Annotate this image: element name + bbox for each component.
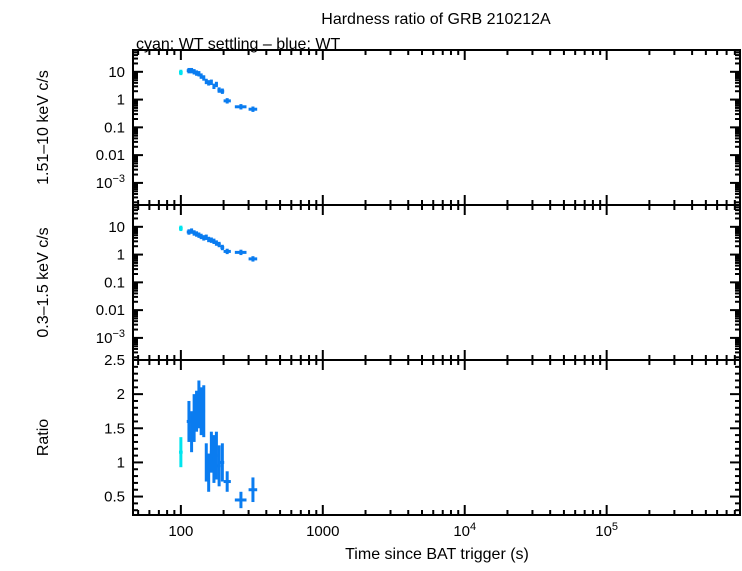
y-tick-label: 0.1 [104, 274, 125, 291]
panel-frame-2 [132, 359, 741, 516]
y-tick-label: 10 [108, 219, 125, 236]
y-tick-label: 1 [117, 92, 125, 109]
panel-frame-0 [132, 49, 741, 206]
y-tick-label: 0.01 [96, 147, 125, 164]
x-axis-label: Time since BAT trigger (s) [345, 546, 529, 563]
y-axis-label-1: 0.3–1.5 keV c/s [35, 227, 52, 337]
y-tick-label: 10−3 [96, 173, 125, 192]
y-tick-label: 2 [117, 386, 125, 403]
y-tick-label: 0.1 [104, 119, 125, 136]
chart-subtitle: cyan: WT settling – blue: WT [136, 36, 340, 53]
panel-frame-1 [132, 204, 741, 361]
y-tick-label: 0.5 [104, 489, 125, 506]
y-tick-label: 0.01 [96, 302, 125, 319]
x-tick-label: 105 [595, 521, 618, 540]
y-tick-label: 1 [117, 454, 125, 471]
y-axis-label-2: Ratio [35, 419, 52, 456]
y-tick-label: 2.5 [104, 352, 125, 369]
x-tick-label: 1000 [306, 523, 339, 540]
y-tick-label: 10 [108, 64, 125, 81]
y-tick-label: 1.5 [104, 420, 125, 437]
y-tick-label: 10−3 [96, 328, 125, 347]
x-tick-label: 100 [168, 523, 193, 540]
y-axis-label-0: 1.51–10 keV c/s [35, 70, 52, 185]
x-tick-label: 104 [453, 521, 476, 540]
chart-title: Hardness ratio of GRB 210212A [321, 11, 551, 28]
y-tick-label: 1 [117, 247, 125, 264]
